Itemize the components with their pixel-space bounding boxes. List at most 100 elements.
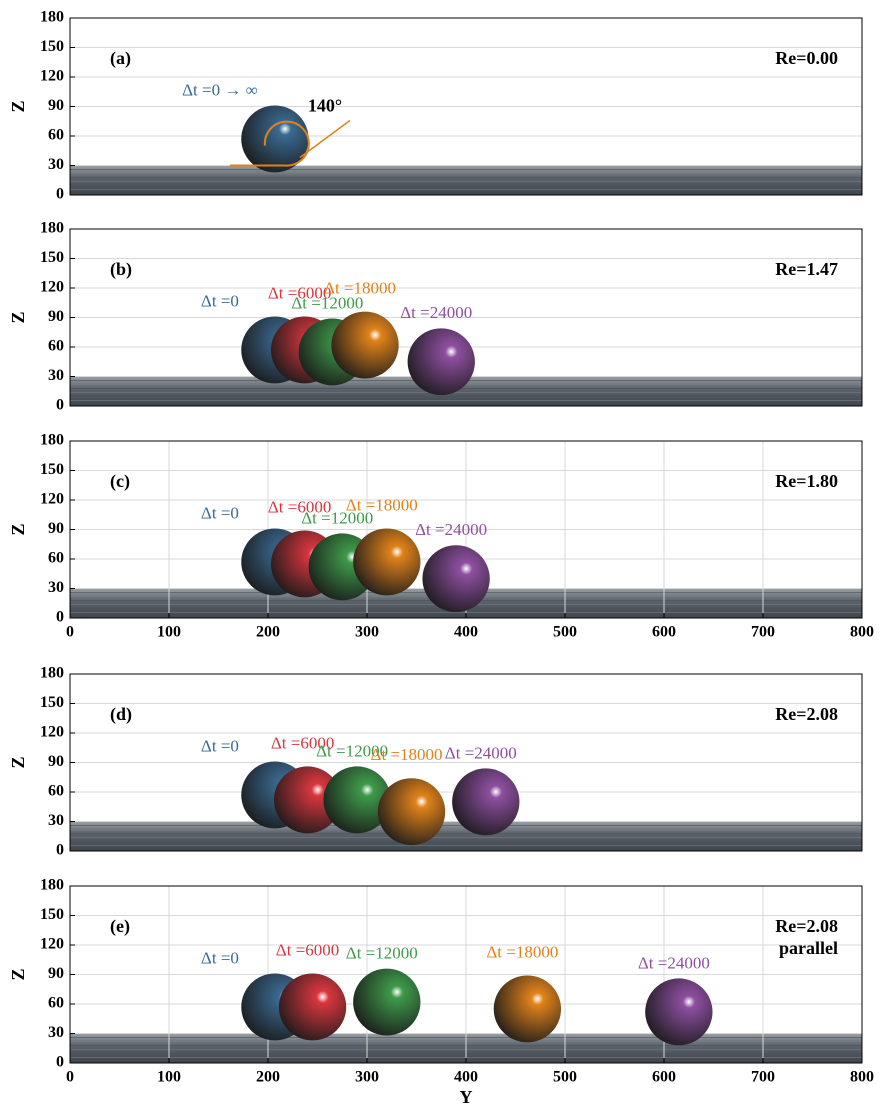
x-tick-label: 400 (454, 624, 478, 641)
droplet-label: Δt =24000 (415, 520, 487, 539)
y-tick-label: 30 (48, 1024, 64, 1041)
panel-label: (c) (110, 471, 130, 492)
droplet-label: Δt =24000 (400, 303, 472, 322)
droplet (353, 529, 420, 596)
y-tick-label: 0 (56, 842, 64, 859)
x-tick-label: 200 (256, 1069, 280, 1086)
y-tick-label: 120 (40, 279, 64, 296)
x-tick-label: 500 (553, 1069, 577, 1086)
y-tick-label: 60 (48, 550, 64, 567)
droplet-label: Δt =24000 (638, 953, 710, 972)
y-tick-label: 90 (48, 97, 64, 114)
droplet (279, 974, 346, 1041)
y-tick-label: 120 (40, 491, 64, 508)
x-axis-label: Y (460, 1087, 473, 1107)
y-tick-label: 90 (48, 965, 64, 982)
y-tick-label: 60 (48, 995, 64, 1012)
droplet-label: Δt =24000 (445, 743, 517, 762)
droplet (422, 545, 489, 612)
droplet (353, 969, 420, 1036)
droplet-label: Δt =12000 (346, 944, 418, 963)
y-tick-label: 180 (40, 877, 64, 894)
droplet-label: Δt =0 → ∞ (182, 80, 258, 99)
y-tick-label: 120 (40, 724, 64, 741)
angle-label: 140° (308, 96, 342, 116)
x-tick-label: 500 (553, 624, 577, 641)
droplet-label: Δt =0 (201, 736, 239, 755)
y-tick-label: 180 (40, 220, 64, 237)
droplet-label: Δt =0 (201, 948, 239, 967)
x-tick-label: 600 (652, 624, 676, 641)
panel-label: (b) (110, 259, 132, 280)
annotation: Re=2.08 (775, 704, 838, 724)
y-axis-label: Z (8, 523, 28, 535)
annotation: Re=1.80 (775, 471, 838, 491)
y-axis-label: Z (8, 311, 28, 323)
y-tick-label: 60 (48, 338, 64, 355)
x-tick-label: 300 (355, 1069, 379, 1086)
droplet-label: Δt =18000 (346, 495, 418, 514)
y-axis-label: Z (8, 100, 28, 112)
y-tick-label: 90 (48, 308, 64, 325)
droplet-label: Δt =18000 (371, 745, 443, 764)
x-tick-label: 700 (751, 1069, 775, 1086)
y-tick-label: 0 (56, 609, 64, 626)
droplet-label: Δt =18000 (486, 942, 558, 961)
annotation: Re=1.47 (775, 259, 838, 279)
y-tick-label: 120 (40, 68, 64, 85)
y-tick-label: 0 (56, 397, 64, 414)
droplet-label: Δt =0 (201, 291, 239, 310)
droplet-label: Δt =18000 (324, 279, 396, 298)
droplet (645, 978, 712, 1045)
panel: 0306090120150180Z(d)Re=2.08Δt =0Δt =6000… (8, 665, 862, 859)
y-tick-label: 30 (48, 812, 64, 829)
x-tick-label: 0 (66, 1069, 74, 1086)
x-tick-label: 700 (751, 624, 775, 641)
panel-label: (d) (110, 704, 132, 725)
y-tick-label: 150 (40, 38, 64, 55)
x-tick-label: 0 (66, 624, 74, 641)
x-tick-label: 200 (256, 624, 280, 641)
droplet (494, 975, 561, 1042)
y-axis-label: Z (8, 756, 28, 768)
y-tick-label: 150 (40, 694, 64, 711)
y-tick-label: 30 (48, 367, 64, 384)
x-tick-label: 100 (157, 1069, 181, 1086)
droplet (378, 778, 445, 845)
y-tick-label: 60 (48, 127, 64, 144)
droplet (408, 328, 475, 395)
panel: 0 30 60 90 120 150 180 Z (a) Re=0.00 Δt =0 → ∞ 140° (8, 9, 862, 203)
annotation: parallel (779, 938, 838, 958)
x-tick-label: 300 (355, 624, 379, 641)
y-tick-label: 150 (40, 249, 64, 266)
x-tick-label: 600 (652, 1069, 676, 1086)
droplet-label: Δt =0 (201, 503, 239, 522)
y-tick-label: 30 (48, 156, 64, 173)
panel: 0 30 60 90 120 150 180 0 100 200 300 400 500 600 700 80… (8, 432, 874, 641)
figure: 0 30 60 90 120 150 180 Z (a) Re=0.00 Δt =0 → ∞ 140°… (0, 0, 882, 1113)
x-tick-label: 100 (157, 624, 181, 641)
y-tick-label: 180 (40, 665, 64, 682)
y-tick-label: 120 (40, 936, 64, 953)
panel-label: (e) (110, 916, 130, 937)
y-tick-label: 60 (48, 783, 64, 800)
y-tick-label: 0 (56, 186, 64, 203)
y-tick-label: 0 (56, 1054, 64, 1071)
droplet-label: Δt =6000 (276, 940, 340, 959)
x-tick-label: 800 (850, 1069, 874, 1086)
panel-label: (a) (110, 48, 131, 69)
y-tick-label: 180 (40, 9, 64, 26)
y-tick-label: 30 (48, 579, 64, 596)
x-tick-label: 800 (850, 624, 874, 641)
y-tick-label: 150 (40, 461, 64, 478)
panel: 0 30 60 90 120 150 180 0 100 200 300 400 500 600 700 80… (8, 877, 874, 1107)
annotation: Re=0.00 (775, 48, 838, 68)
y-tick-label: 90 (48, 753, 64, 770)
y-axis-label: Z (8, 968, 28, 980)
droplet (331, 312, 398, 379)
x-tick-label: 400 (454, 1069, 478, 1086)
y-tick-label: 90 (48, 520, 64, 537)
y-tick-label: 150 (40, 906, 64, 923)
y-tick-label: 180 (40, 432, 64, 449)
